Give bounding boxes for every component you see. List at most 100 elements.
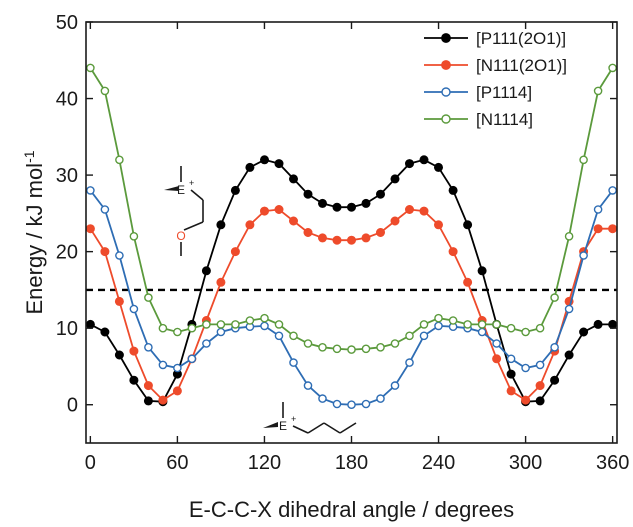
data-point <box>347 400 356 410</box>
data-point <box>608 186 617 195</box>
data-point <box>260 313 269 323</box>
data-point <box>129 304 139 314</box>
data-point <box>318 342 327 352</box>
data-point <box>332 202 342 212</box>
data-point <box>535 360 545 370</box>
data-point <box>216 320 226 329</box>
y-tick-label: 10 <box>56 318 78 340</box>
legend-marker <box>441 33 451 43</box>
data-point <box>593 86 603 96</box>
data-point <box>332 344 342 354</box>
data-point <box>608 63 617 73</box>
data-point <box>187 354 197 364</box>
data-point <box>303 381 313 390</box>
data-point <box>579 251 588 260</box>
data-point <box>274 320 284 329</box>
inset-structure-ether: E + O <box>164 166 204 256</box>
data-point <box>115 155 124 165</box>
data-point <box>405 331 414 341</box>
data-point <box>115 251 124 260</box>
inset-atom-e-1: E <box>177 183 185 197</box>
data-point <box>492 339 501 348</box>
data-point <box>448 316 458 325</box>
inset-atom-o: O <box>176 229 185 243</box>
legend-label: [N111(2O1)] <box>476 56 567 75</box>
data-point <box>433 220 443 230</box>
data-point <box>100 205 110 214</box>
data-point <box>506 354 516 364</box>
x-tick-label: 240 <box>422 452 455 474</box>
data-point <box>564 231 574 241</box>
data-point <box>419 155 429 165</box>
data-point <box>390 381 400 390</box>
data-point <box>376 394 385 403</box>
data-point <box>477 327 487 337</box>
data-point <box>463 320 472 329</box>
legend: [P111(2O1)] [N111(2O1)] [P1114] [N1114] <box>424 29 567 129</box>
data-point <box>434 313 443 323</box>
data-point <box>288 216 298 226</box>
inset-charge-2: + <box>291 414 296 424</box>
data-point <box>593 319 603 329</box>
data-point <box>259 206 269 216</box>
legend-marker <box>441 114 451 124</box>
data-point <box>448 185 458 195</box>
data-point <box>230 247 240 257</box>
legend-label: [P111(2O1)] <box>476 29 566 48</box>
legend-marker <box>441 87 451 97</box>
x-tick-label: 360 <box>596 452 629 474</box>
inset-charge-1: + <box>189 178 194 188</box>
data-point <box>564 350 574 360</box>
data-point <box>245 220 255 230</box>
data-point <box>535 381 545 391</box>
y-axis-title-superscript: -1 <box>21 150 37 163</box>
data-point <box>289 358 298 367</box>
data-point <box>375 189 385 199</box>
data-point <box>158 323 168 333</box>
data-point <box>419 320 429 329</box>
data-point <box>187 323 197 333</box>
data-point <box>535 396 545 406</box>
data-point <box>593 205 603 214</box>
legend-marker <box>441 60 451 70</box>
data-point <box>404 159 414 169</box>
data-point <box>216 220 226 230</box>
data-point <box>376 342 385 352</box>
data-point <box>361 233 371 243</box>
data-point <box>231 320 240 329</box>
x-axis-title: E-C-C-X dihedral angle / degrees <box>189 497 514 522</box>
data-point <box>550 342 559 352</box>
data-point <box>492 354 502 364</box>
x-tick-label: 120 <box>248 452 281 474</box>
data-point <box>158 360 168 370</box>
data-point <box>506 369 516 379</box>
data-point <box>259 155 269 165</box>
x-tick-label: 300 <box>509 452 542 474</box>
data-point <box>274 331 284 341</box>
data-point <box>608 319 618 329</box>
data-point <box>100 247 110 257</box>
data-point <box>303 189 313 199</box>
series-4 <box>86 63 617 354</box>
data-point <box>405 358 414 367</box>
data-point <box>201 266 211 276</box>
data-point <box>593 224 603 234</box>
data-point <box>332 235 342 245</box>
data-point <box>463 220 473 230</box>
data-point <box>434 321 443 331</box>
legend-entry: [P1114] <box>424 83 532 102</box>
plot-layer <box>85 63 618 410</box>
legend-entry: [P111(2O1)] <box>424 29 566 48</box>
data-point <box>202 320 211 329</box>
data-point <box>477 266 487 276</box>
data-point <box>521 363 530 373</box>
x-tick-label: 60 <box>166 452 188 474</box>
data-point <box>608 224 618 234</box>
data-point <box>521 327 530 337</box>
data-point <box>274 205 284 215</box>
data-point <box>317 233 327 243</box>
data-point <box>318 394 327 403</box>
data-point <box>317 198 327 208</box>
data-point <box>86 63 95 73</box>
data-point <box>85 319 95 329</box>
